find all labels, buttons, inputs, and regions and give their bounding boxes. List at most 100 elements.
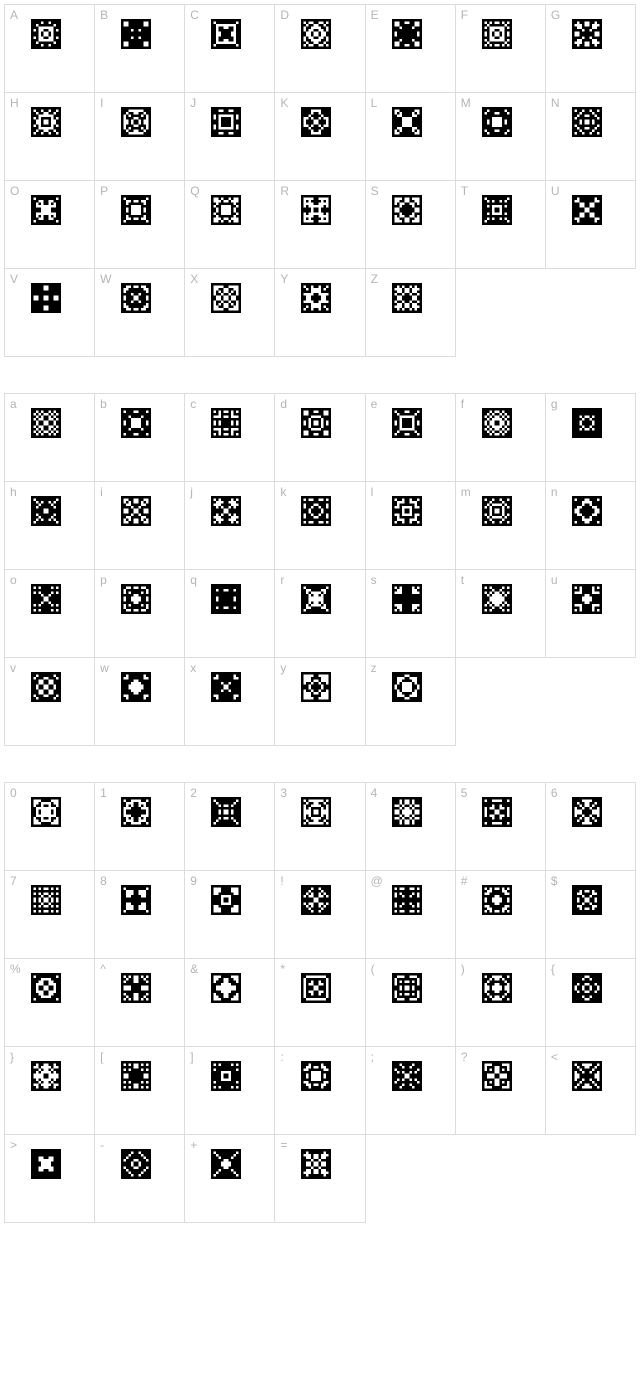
charmap-cell[interactable]: E bbox=[366, 5, 456, 93]
glyph-icon bbox=[121, 408, 151, 438]
char-label: M bbox=[461, 96, 471, 110]
charmap-cell[interactable]: ; bbox=[366, 1047, 456, 1135]
charmap-cell[interactable]: p bbox=[95, 570, 185, 658]
charmap-cell[interactable]: V bbox=[5, 269, 95, 357]
charmap-cell[interactable]: z bbox=[366, 658, 456, 746]
charmap-cell[interactable]: m bbox=[456, 482, 546, 570]
charmap-cell[interactable]: F bbox=[456, 5, 546, 93]
charmap-cell[interactable]: J bbox=[185, 93, 275, 181]
charmap-cell[interactable]: c bbox=[185, 394, 275, 482]
char-label: m bbox=[461, 485, 471, 499]
charmap-cell[interactable]: [ bbox=[95, 1047, 185, 1135]
charmap-cell[interactable]: t bbox=[456, 570, 546, 658]
charmap-cell[interactable]: ? bbox=[456, 1047, 546, 1135]
charmap-cell[interactable]: = bbox=[275, 1135, 365, 1223]
charmap-cell[interactable]: - bbox=[95, 1135, 185, 1223]
glyph-icon bbox=[211, 672, 241, 702]
glyph-icon bbox=[482, 973, 512, 1003]
charmap-cell[interactable]: U bbox=[546, 181, 636, 269]
charmap-cell[interactable]: 4 bbox=[366, 783, 456, 871]
charmap-cell[interactable]: 7 bbox=[5, 871, 95, 959]
charmap-cell[interactable]: } bbox=[5, 1047, 95, 1135]
charmap-cell[interactable]: 3 bbox=[275, 783, 365, 871]
charmap-cell[interactable]: 1 bbox=[95, 783, 185, 871]
charmap-cell[interactable]: % bbox=[5, 959, 95, 1047]
charmap-cell[interactable]: 6 bbox=[546, 783, 636, 871]
glyph-icon bbox=[121, 496, 151, 526]
glyph-icon bbox=[31, 885, 61, 915]
charmap-cell[interactable]: 0 bbox=[5, 783, 95, 871]
charmap-cell[interactable]: x bbox=[185, 658, 275, 746]
charmap-cell[interactable]: $ bbox=[546, 871, 636, 959]
charmap-cell[interactable]: d bbox=[275, 394, 365, 482]
charmap-cell[interactable]: u bbox=[546, 570, 636, 658]
charmap-cell[interactable]: W bbox=[95, 269, 185, 357]
charmap-cell[interactable]: D bbox=[275, 5, 365, 93]
charmap-cell[interactable]: I bbox=[95, 93, 185, 181]
charmap-cell[interactable]: o bbox=[5, 570, 95, 658]
glyph-icon bbox=[392, 1061, 422, 1091]
charmap-cell[interactable]: * bbox=[275, 959, 365, 1047]
charmap-cell[interactable]: a bbox=[5, 394, 95, 482]
charmap-cell[interactable]: ( bbox=[366, 959, 456, 1047]
charmap-cell[interactable]: Z bbox=[366, 269, 456, 357]
glyph-icon bbox=[482, 797, 512, 827]
glyph-icon bbox=[211, 408, 241, 438]
charmap-cell[interactable]: b bbox=[95, 394, 185, 482]
charmap-cell[interactable]: y bbox=[275, 658, 365, 746]
charmap-cell[interactable]: i bbox=[95, 482, 185, 570]
charmap-cell[interactable]: Q bbox=[185, 181, 275, 269]
charmap-cell[interactable]: s bbox=[366, 570, 456, 658]
charmap-cell[interactable]: T bbox=[456, 181, 546, 269]
charmap-cell[interactable]: f bbox=[456, 394, 546, 482]
charmap-cell[interactable]: ! bbox=[275, 871, 365, 959]
charmap-cell[interactable]: n bbox=[546, 482, 636, 570]
charmap-cell[interactable]: k bbox=[275, 482, 365, 570]
charmap-cell[interactable]: 5 bbox=[456, 783, 546, 871]
charmap-cell[interactable]: G bbox=[546, 5, 636, 93]
charmap-cell[interactable]: C bbox=[185, 5, 275, 93]
charmap-cell[interactable]: e bbox=[366, 394, 456, 482]
charmap-cell[interactable]: K bbox=[275, 93, 365, 181]
charmap-cell[interactable]: B bbox=[95, 5, 185, 93]
charmap-cell[interactable]: L bbox=[366, 93, 456, 181]
charmap-cell[interactable]: + bbox=[185, 1135, 275, 1223]
charmap-cell[interactable]: ^ bbox=[95, 959, 185, 1047]
charmap-cell[interactable]: O bbox=[5, 181, 95, 269]
charmap-cell[interactable]: N bbox=[546, 93, 636, 181]
char-label: 3 bbox=[280, 786, 287, 800]
charmap-cell[interactable]: < bbox=[546, 1047, 636, 1135]
charmap-cell[interactable]: X bbox=[185, 269, 275, 357]
charmap-cell[interactable]: 2 bbox=[185, 783, 275, 871]
charmap-cell[interactable]: A bbox=[5, 5, 95, 93]
charmap-cell[interactable]: h bbox=[5, 482, 95, 570]
charmap-cell[interactable]: r bbox=[275, 570, 365, 658]
charmap-cell[interactable]: R bbox=[275, 181, 365, 269]
glyph-icon bbox=[572, 496, 602, 526]
charmap-cell[interactable]: ) bbox=[456, 959, 546, 1047]
charmap-cell[interactable]: > bbox=[5, 1135, 95, 1223]
charmap-cell[interactable]: H bbox=[5, 93, 95, 181]
char-label: A bbox=[10, 8, 18, 22]
char-label: Q bbox=[190, 184, 199, 198]
charmap-cell[interactable]: @ bbox=[366, 871, 456, 959]
charmap-cell[interactable]: : bbox=[275, 1047, 365, 1135]
charmap-cell[interactable]: P bbox=[95, 181, 185, 269]
charmap-cell[interactable]: # bbox=[456, 871, 546, 959]
charmap-cell[interactable]: M bbox=[456, 93, 546, 181]
char-label: o bbox=[10, 573, 17, 587]
charmap-cell[interactable]: q bbox=[185, 570, 275, 658]
charmap-cell[interactable]: 9 bbox=[185, 871, 275, 959]
charmap-cell[interactable]: 8 bbox=[95, 871, 185, 959]
charmap-cell[interactable]: { bbox=[546, 959, 636, 1047]
charmap-cell[interactable]: v bbox=[5, 658, 95, 746]
charmap-cell[interactable]: l bbox=[366, 482, 456, 570]
charmap-cell[interactable]: g bbox=[546, 394, 636, 482]
charmap-cell[interactable]: S bbox=[366, 181, 456, 269]
charmap-cell[interactable]: & bbox=[185, 959, 275, 1047]
charmap-cell[interactable]: ] bbox=[185, 1047, 275, 1135]
glyph-icon bbox=[211, 973, 241, 1003]
charmap-cell[interactable]: j bbox=[185, 482, 275, 570]
charmap-cell[interactable]: Y bbox=[275, 269, 365, 357]
charmap-cell[interactable]: w bbox=[95, 658, 185, 746]
